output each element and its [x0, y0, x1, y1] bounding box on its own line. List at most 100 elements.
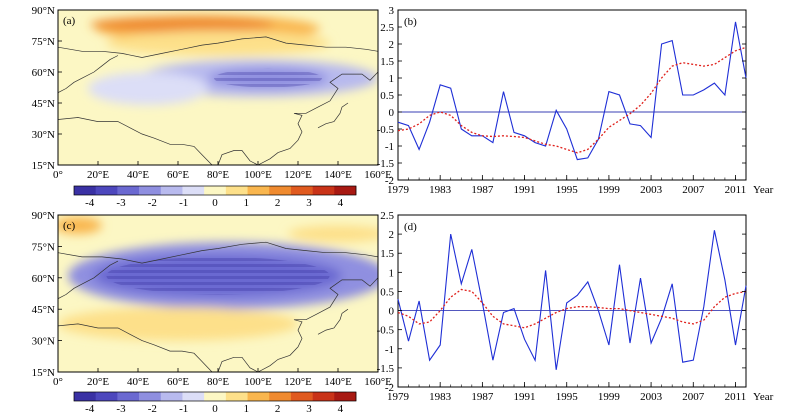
y-tick-label: 0 — [389, 306, 395, 318]
colorbar-swatch — [269, 186, 292, 195]
anomaly-region — [288, 225, 378, 243]
colorbar-label: -2 — [148, 403, 157, 415]
y-tick-label: 0 — [389, 107, 395, 119]
y-tick-label: -1.5 — [377, 363, 395, 375]
colorbar-label: -1 — [179, 403, 188, 415]
y-tick-label: 30°N — [32, 129, 55, 141]
colorbar-label: 1 — [244, 197, 250, 209]
y-tick-label: 60°N — [32, 273, 55, 285]
colorbar-swatch — [334, 186, 357, 195]
coastline — [58, 117, 213, 165]
x-tick-label: 1995 — [556, 184, 579, 196]
colorbar-swatch — [290, 392, 313, 401]
colorbar-label: 1 — [244, 403, 250, 415]
x-tick-label: 140°E — [324, 376, 352, 388]
stripe-texture — [106, 256, 330, 295]
coastline — [317, 308, 349, 335]
line-panel: (b) -2 -1.5 -1 -0.5 0 0.5 1 1.5 2 2.5 3 1979 1983 1987… — [377, 5, 774, 196]
colorbar-swatch — [204, 392, 227, 401]
y-tick-label: 45°N — [32, 304, 55, 316]
coastline — [58, 55, 119, 94]
x-tick-label: 0° — [53, 376, 63, 388]
colorbar-label: -3 — [116, 403, 126, 415]
panel-label: (a) — [63, 15, 76, 27]
coastline — [317, 102, 349, 129]
x-tick-label: 20°E — [87, 169, 109, 181]
colorbar-swatch — [334, 392, 357, 401]
y-tick-label: 2.5 — [380, 210, 394, 222]
map-field — [58, 215, 378, 372]
x-tick-label: 1999 — [598, 391, 621, 403]
y-tick-label: 75°N — [32, 241, 55, 253]
coastline — [58, 260, 119, 300]
coastline — [217, 356, 259, 372]
colorbar-swatch — [269, 392, 292, 401]
y-tick-label: -2 — [385, 382, 394, 394]
y-tick-label: -0.5 — [377, 124, 395, 136]
y-tick-label: 1 — [389, 73, 395, 85]
y-tick-label: 30°N — [32, 336, 55, 348]
y-tick-label: 2 — [389, 229, 395, 241]
x-tick-label: 1979 — [387, 184, 410, 196]
x-tick-label: 40°E — [127, 169, 149, 181]
map-field — [58, 10, 378, 165]
colorbar-swatch — [117, 392, 140, 401]
x-tick-label: 40°E — [127, 376, 149, 388]
colorbar-swatch — [160, 186, 183, 195]
colorbar-label: 3 — [306, 403, 312, 415]
x-axis-unit: Year — [753, 391, 774, 403]
x-tick-label: 1983 — [429, 391, 452, 403]
y-tick-label: 90°N — [32, 5, 55, 17]
x-tick-label: 2007 — [682, 391, 705, 403]
colorbar-label: 0 — [212, 403, 218, 415]
x-tick-label: 1979 — [387, 391, 410, 403]
y-tick-label: 3 — [389, 5, 395, 17]
x-tick-label: 160°E — [364, 376, 392, 388]
y-tick-label: 1.5 — [380, 56, 394, 68]
x-tick-label: 1995 — [556, 391, 579, 403]
y-tick-label: 1.5 — [380, 248, 394, 260]
x-tick-label: 2011 — [725, 391, 747, 403]
anomaly-region — [88, 72, 208, 106]
colorbar-label: 2 — [275, 197, 281, 209]
colorbar-swatch — [139, 186, 162, 195]
colorbar-swatch — [225, 186, 248, 195]
index-series-line — [397, 21, 747, 161]
x-tick-label: 2011 — [725, 184, 747, 196]
y-tick-label: -1.5 — [377, 158, 395, 170]
panel-label: (b) — [404, 16, 417, 28]
colorbar-label: 3 — [306, 197, 312, 209]
colorbar-swatch — [139, 392, 162, 401]
x-tick-label: 60°E — [167, 169, 189, 181]
x-tick-label: 1987 — [471, 391, 494, 403]
y-tick-label: 45°N — [32, 98, 55, 110]
x-tick-label: 1991 — [514, 391, 536, 403]
x-tick-label: 20°E — [87, 376, 109, 388]
colorbar-swatch — [182, 186, 205, 195]
x-axis-unit: Year — [753, 184, 774, 196]
y-tick-label: -2 — [385, 175, 394, 187]
x-tick-label: 2007 — [682, 184, 705, 196]
panel-label: (d) — [404, 221, 417, 233]
coastline — [257, 71, 378, 165]
x-tick-label: 2003 — [640, 391, 663, 403]
x-tick-label: 1991 — [514, 184, 536, 196]
colorbar-label: 4 — [338, 197, 344, 209]
plot-frame — [397, 214, 747, 388]
colorbar-label: 2 — [275, 403, 281, 415]
coastline — [58, 323, 213, 372]
colorbar-frame — [73, 185, 357, 196]
anomaly-region — [58, 307, 298, 341]
x-tick-label: 120°E — [284, 169, 312, 181]
colorbar-swatch — [95, 392, 118, 401]
colorbar-label: -2 — [148, 197, 157, 209]
colorbar-label: -3 — [116, 197, 126, 209]
colorbar-swatch — [204, 186, 227, 195]
x-tick-label: 2003 — [640, 184, 663, 196]
y-tick-label: 2 — [389, 39, 395, 51]
colorbar-swatch — [95, 186, 118, 195]
coastline — [58, 36, 378, 58]
colorbar-swatch — [290, 186, 313, 195]
map-panel: (a)0° 20°E 40°E 60°E 80°E 100°E 120°E 140°E 160°… — [32, 5, 392, 209]
